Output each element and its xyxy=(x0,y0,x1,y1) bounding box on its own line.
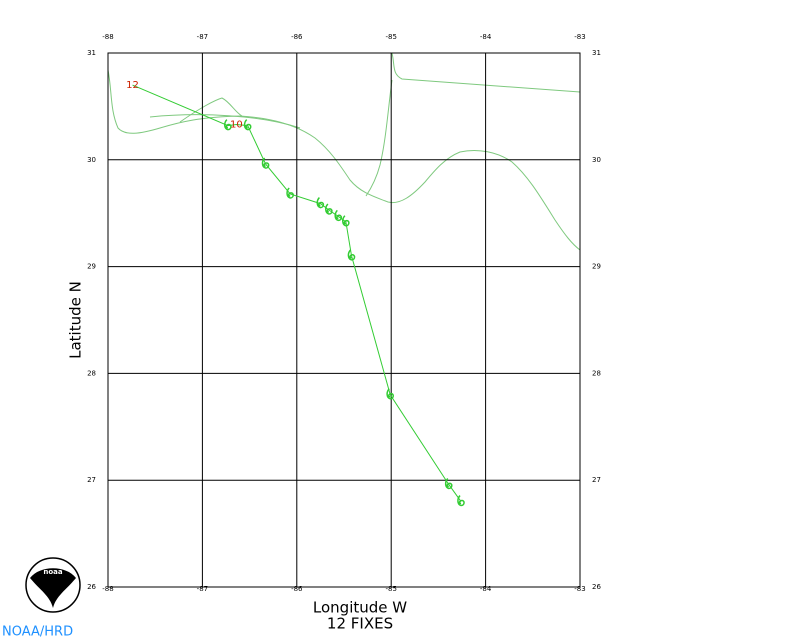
y-tick-label: 31 xyxy=(87,49,96,57)
noaa-logo: noaa xyxy=(25,557,81,613)
x-axis-title: Longitude W xyxy=(313,599,407,617)
fix-marker xyxy=(243,119,252,131)
y-tick-label: 30 xyxy=(87,156,96,164)
x-tick-label: -86 xyxy=(291,585,303,593)
y-tick-label: 27 xyxy=(87,476,96,484)
fix-marker xyxy=(261,157,270,169)
y-tick-label: 29 xyxy=(87,263,96,271)
x-tick-label: -84 xyxy=(480,33,492,41)
coast xyxy=(107,69,581,251)
x-tick-label: -85 xyxy=(385,585,396,593)
x-tick-label: -83 xyxy=(574,33,585,41)
fix-marker xyxy=(342,215,350,227)
y-tick-label: 30 xyxy=(592,156,601,164)
coastline xyxy=(107,52,581,251)
y-tick-label: 31 xyxy=(592,49,601,57)
y-tick-label: 26 xyxy=(592,583,601,591)
x-tick-label: -86 xyxy=(291,33,303,41)
x-tick-label: -85 xyxy=(385,33,396,41)
fix-label: 10 xyxy=(230,120,243,131)
fix-marker xyxy=(334,209,343,222)
x-tick-label: -88 xyxy=(102,585,113,593)
fix-marker xyxy=(386,388,394,400)
y-tick-label: 28 xyxy=(87,369,96,377)
track-line xyxy=(132,84,462,502)
y-tick-label: 29 xyxy=(592,263,601,271)
y-axis-title: Latitude N xyxy=(67,281,85,359)
x-tick-label: -84 xyxy=(480,585,492,593)
x-tick-label: -87 xyxy=(197,585,208,593)
fix-marker xyxy=(444,477,453,490)
y-tick-label: 26 xyxy=(87,583,96,591)
plot-frame xyxy=(107,52,581,588)
x-tick-label: -87 xyxy=(197,33,208,41)
fix-marker xyxy=(224,119,232,131)
boundary xyxy=(149,114,301,129)
logo-text: noaa xyxy=(43,568,63,576)
x-tick-label: -88 xyxy=(102,33,113,41)
fix-label: 12 xyxy=(126,80,139,91)
state-boundary xyxy=(391,52,581,93)
subtitle: 12 FIXES xyxy=(327,615,393,633)
credit: NOAA/HRD xyxy=(2,625,73,640)
fix-marker xyxy=(286,187,294,199)
x-tick-label: -83 xyxy=(574,585,585,593)
fix-marker xyxy=(325,203,333,215)
fix-marker xyxy=(316,197,325,209)
fix-marker xyxy=(347,249,356,261)
fix-marker xyxy=(457,495,465,507)
coast-inlet xyxy=(365,79,393,197)
y-tick-label: 27 xyxy=(592,476,601,484)
bay xyxy=(179,97,243,123)
y-tick-label: 28 xyxy=(592,369,601,377)
logo-bird xyxy=(30,568,76,608)
